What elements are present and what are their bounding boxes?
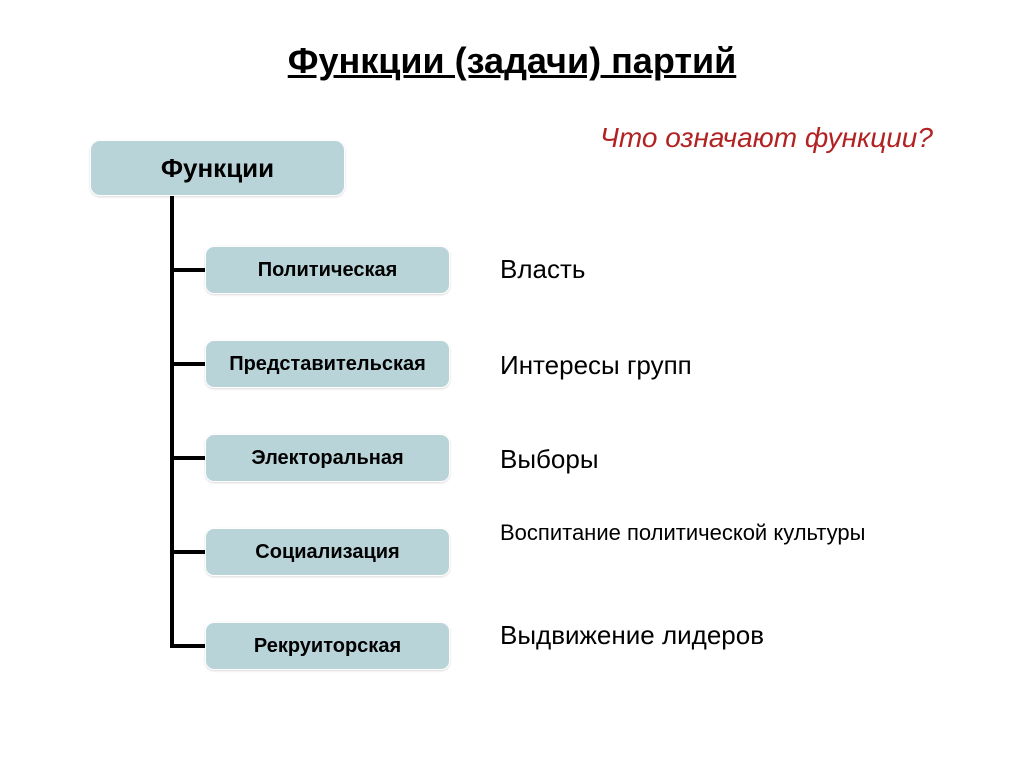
child-description: Власть: [500, 254, 960, 285]
child-label: Представительская: [229, 353, 426, 376]
connector-line: [170, 550, 205, 554]
child-node: Рекруиторская: [205, 622, 450, 670]
child-label: Социализация: [255, 541, 399, 564]
root-node: Функции: [90, 140, 345, 196]
page-title: Функции (задачи) партий: [0, 40, 1024, 82]
child-label: Рекруиторская: [254, 635, 401, 658]
root-label: Функции: [161, 153, 274, 184]
child-label: Электоральная: [251, 447, 403, 470]
child-node: Политическая: [205, 246, 450, 294]
child-node: Представительская: [205, 340, 450, 388]
child-description: Выдвижение лидеров: [500, 620, 960, 651]
child-node: Социализация: [205, 528, 450, 576]
connector-line: [170, 456, 205, 460]
connector-line: [170, 268, 205, 272]
child-label: Политическая: [258, 259, 398, 282]
child-description: Воспитание политической культуры: [500, 520, 960, 546]
subtitle: Что означают функции?: [600, 120, 933, 156]
connector-line: [170, 644, 205, 648]
connector-line: [170, 196, 174, 648]
child-node: Электоральная: [205, 434, 450, 482]
connector-line: [170, 362, 205, 366]
child-description: Интересы групп: [500, 350, 960, 381]
child-description: Выборы: [500, 444, 960, 475]
